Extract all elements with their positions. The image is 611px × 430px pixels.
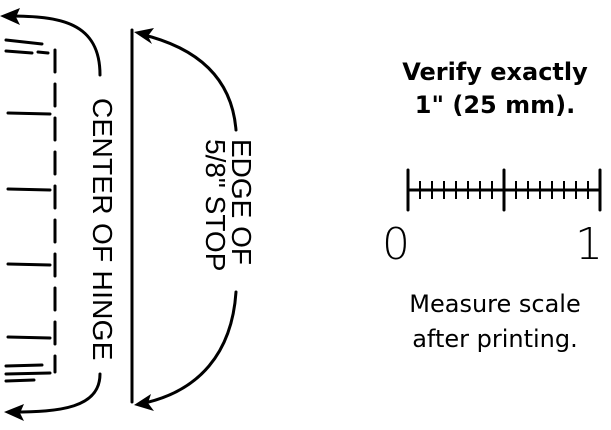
verify-heading-line2: 1" (25 mm). — [414, 91, 576, 119]
screw-mark — [6, 335, 52, 340]
arrowhead — [134, 394, 154, 411]
stop-bottom-arrow — [138, 290, 238, 406]
stop-label-line2: 5/8" STOP — [200, 139, 231, 272]
measure-note-line1: Measure scale — [409, 290, 581, 318]
measure-note-line2: after printing. — [412, 325, 578, 353]
hinge-mark — [4, 371, 52, 376]
hinge-mark — [4, 49, 34, 55]
screw-mark — [6, 262, 52, 267]
hinge-mark — [36, 50, 50, 55]
stop-top-arrow — [138, 32, 238, 132]
screw-mark — [6, 111, 52, 116]
screw-mark — [6, 187, 52, 192]
verify-heading-line1: Verify exactly — [402, 58, 588, 86]
ruler-minor-ticks — [419, 181, 589, 199]
arrowhead — [4, 404, 24, 421]
hinge-mark — [4, 378, 36, 383]
hinge-mark — [4, 38, 44, 46]
arrowhead — [134, 28, 154, 44]
ruler-end-label: 1 — [575, 219, 603, 270]
hinge-top-arrow — [6, 14, 102, 77]
hinge-label: CENTER OF HINGE — [87, 98, 118, 361]
arrowhead — [0, 8, 20, 25]
hinge-bottom-arrow — [10, 372, 102, 414]
ruler-start-label: 0 — [382, 219, 410, 270]
hinge-mark — [4, 363, 44, 368]
